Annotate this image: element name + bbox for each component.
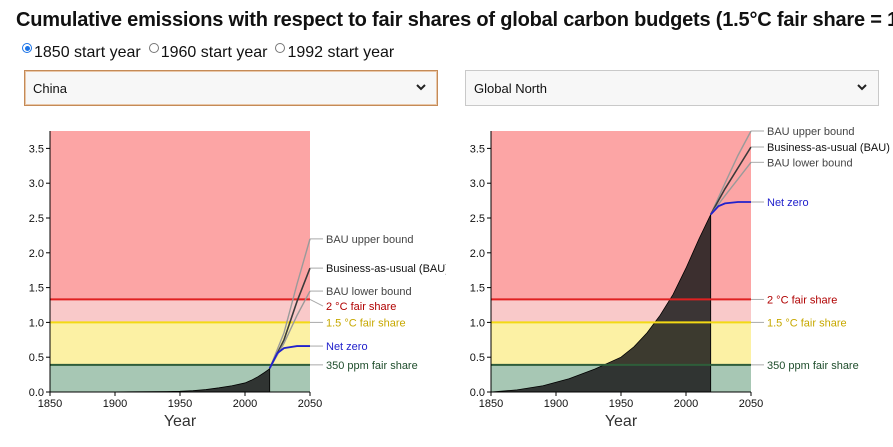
y-tick-label: 2.5 — [470, 213, 485, 225]
select-value: Global North — [474, 80, 547, 96]
x-tick-label: 1900 — [544, 398, 568, 410]
page-title: Cumulative emissions with respect to fai… — [16, 9, 893, 31]
y-tick-label: 3.5 — [470, 143, 485, 155]
radio-1960[interactable]: 1960 start year — [148, 43, 268, 62]
y-tick-label: 1.5 — [470, 283, 485, 295]
series-bau-upper — [269, 238, 311, 369]
label-leader-line — [309, 298, 324, 307]
band-above-2c — [491, 131, 751, 300]
label-bau-lower: BAU lower bound — [326, 286, 412, 298]
label-bau-upper: BAU upper bound — [767, 126, 854, 138]
label-350ppm: 350 ppm fair share — [767, 360, 859, 372]
band-2c-to-15c — [491, 299, 751, 323]
y-tick-label: 2.0 — [29, 248, 44, 260]
x-tick-label: 2050 — [739, 398, 763, 410]
label-2c: 2 °C fair share — [326, 301, 396, 313]
y-tick-label: 1.0 — [470, 317, 485, 329]
radio-1850[interactable]: 1850 start year — [22, 43, 141, 62]
left-chart: 1850 1900 1950 2000 2050 0.0 0.5 1.0 1.5 2.0 2.5 3.… — [29, 131, 446, 430]
band-15c-to-350ppm — [50, 322, 310, 365]
chevron-down-icon — [416, 84, 426, 91]
radio-label: 1960 start year — [160, 44, 268, 61]
y-tick-label: 0.0 — [470, 387, 485, 399]
series-bau-upper — [710, 130, 752, 215]
y-tick-label: 0.5 — [29, 352, 44, 364]
left-region-select[interactable]: China — [24, 70, 438, 106]
chevron-down-icon — [857, 84, 867, 91]
label-bau: Business-as-usual (BAU) — [326, 263, 446, 275]
y-tick-label: 0.0 — [29, 387, 44, 399]
radio-button-icon[interactable] — [22, 43, 32, 53]
x-tick-label: 1950 — [609, 398, 633, 410]
right-chart: 1850 1900 1950 2000 2050 0.0 0.5 1.0 1.5 2.0 2.5 3.… — [470, 126, 890, 430]
label-2c: 2 °C fair share — [767, 294, 837, 306]
x-tick-label: 1850 — [38, 398, 62, 410]
x-tick-label: 1900 — [103, 398, 127, 410]
x-tick-label: 2000 — [233, 398, 257, 410]
historical-emissions-area — [490, 214, 712, 393]
band-2c-to-15c — [50, 299, 310, 323]
x-tick-label: 1950 — [168, 398, 192, 410]
series-bau-lower — [710, 161, 752, 215]
right-region-select[interactable]: Global North — [465, 70, 879, 106]
label-net-zero: Net zero — [767, 197, 809, 209]
start-year-radio-group: 1850 start year 1960 start year 1992 sta… — [22, 43, 395, 62]
radio-button-icon[interactable] — [275, 43, 286, 53]
radio-1992[interactable]: 1992 start year — [275, 43, 395, 62]
label-net-zero: Net zero — [326, 341, 368, 353]
series-net-zero — [268, 345, 310, 369]
historical-emissions-area — [49, 367, 271, 393]
y-tick-label: 2.5 — [29, 213, 44, 225]
series-net-zero — [710, 201, 751, 216]
x-tick-label: 2000 — [674, 398, 698, 410]
label-350ppm: 350 ppm fair share — [326, 360, 418, 372]
label-bau: Business-as-usual (BAU) — [767, 142, 890, 154]
band-above-2c — [50, 131, 310, 300]
y-tick-label: 3.5 — [29, 143, 44, 155]
x-tick-label: 1850 — [479, 398, 503, 410]
label-bau-lower: BAU lower bound — [767, 157, 853, 169]
y-tick-label: 3.0 — [29, 178, 44, 190]
y-tick-label: 1.5 — [29, 283, 44, 295]
select-value: China — [33, 80, 67, 96]
radio-button-icon[interactable] — [148, 43, 159, 53]
x-tick-label: 2050 — [298, 398, 322, 410]
band-below-350ppm — [50, 364, 310, 392]
label-15c: 1.5 °C fair share — [326, 317, 406, 329]
y-tick-label: 0.5 — [470, 352, 485, 364]
label-bau-upper: BAU upper bound — [326, 234, 413, 246]
series-bau — [710, 146, 752, 215]
y-tick-label: 3.0 — [470, 178, 485, 190]
x-axis-title: Year — [605, 413, 638, 430]
x-axis-title: Year — [164, 413, 197, 430]
radio-label: 1850 start year — [34, 44, 141, 61]
y-tick-label: 1.0 — [29, 317, 44, 329]
label-15c: 1.5 °C fair share — [767, 317, 847, 329]
y-tick-label: 2.0 — [470, 248, 485, 260]
radio-label: 1992 start year — [287, 44, 395, 61]
